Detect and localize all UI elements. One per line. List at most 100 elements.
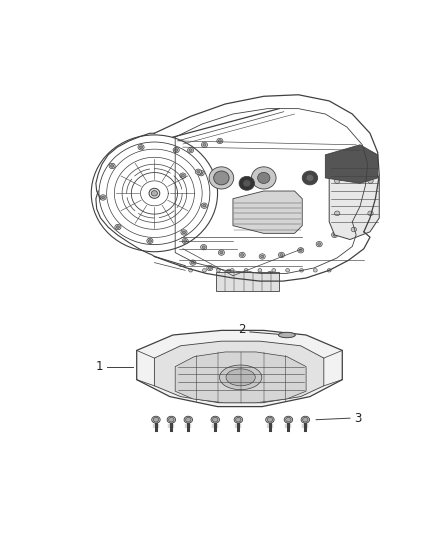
Ellipse shape [152, 416, 160, 423]
Ellipse shape [251, 167, 276, 189]
Ellipse shape [148, 239, 152, 242]
Ellipse shape [189, 269, 193, 272]
Polygon shape [155, 341, 324, 403]
Ellipse shape [234, 416, 243, 423]
Ellipse shape [236, 417, 241, 422]
Ellipse shape [280, 254, 283, 256]
Ellipse shape [187, 148, 194, 153]
Ellipse shape [181, 174, 184, 177]
Ellipse shape [300, 269, 304, 272]
Ellipse shape [217, 138, 223, 144]
Ellipse shape [140, 146, 143, 149]
Ellipse shape [286, 269, 290, 272]
Ellipse shape [219, 365, 262, 390]
Ellipse shape [248, 273, 251, 276]
Ellipse shape [368, 179, 373, 183]
Ellipse shape [202, 269, 206, 272]
Ellipse shape [240, 254, 244, 256]
Ellipse shape [228, 271, 231, 273]
Ellipse shape [306, 174, 314, 181]
Ellipse shape [209, 167, 234, 189]
Ellipse shape [201, 245, 207, 250]
Ellipse shape [267, 417, 272, 422]
Ellipse shape [301, 416, 310, 423]
Ellipse shape [115, 224, 121, 230]
Ellipse shape [211, 416, 219, 423]
Ellipse shape [318, 243, 321, 246]
Ellipse shape [279, 252, 285, 257]
Ellipse shape [167, 416, 176, 423]
Ellipse shape [218, 250, 225, 255]
Polygon shape [329, 155, 379, 239]
Ellipse shape [220, 251, 223, 254]
Ellipse shape [351, 227, 357, 232]
Ellipse shape [303, 417, 308, 422]
Ellipse shape [214, 171, 229, 185]
Ellipse shape [368, 211, 373, 216]
Ellipse shape [266, 416, 274, 423]
Ellipse shape [258, 172, 270, 183]
Ellipse shape [182, 238, 188, 244]
Ellipse shape [258, 269, 262, 272]
Ellipse shape [197, 171, 200, 173]
Ellipse shape [333, 233, 336, 236]
Polygon shape [216, 272, 279, 291]
Ellipse shape [239, 252, 245, 257]
Ellipse shape [189, 149, 192, 151]
Ellipse shape [173, 147, 179, 153]
Ellipse shape [184, 240, 187, 243]
Ellipse shape [268, 273, 272, 276]
Ellipse shape [201, 203, 207, 208]
Polygon shape [175, 352, 306, 403]
Ellipse shape [351, 163, 357, 167]
Polygon shape [325, 145, 378, 183]
Ellipse shape [195, 169, 201, 174]
Ellipse shape [327, 269, 331, 272]
Ellipse shape [226, 269, 232, 274]
Ellipse shape [109, 163, 115, 168]
Ellipse shape [149, 188, 160, 198]
Ellipse shape [202, 246, 205, 248]
Ellipse shape [191, 261, 194, 264]
Ellipse shape [259, 254, 265, 259]
Ellipse shape [335, 179, 340, 183]
Text: 1: 1 [96, 360, 103, 373]
Ellipse shape [203, 204, 206, 207]
Ellipse shape [218, 140, 221, 142]
Ellipse shape [298, 248, 304, 253]
Ellipse shape [316, 241, 322, 247]
Ellipse shape [261, 255, 264, 258]
Polygon shape [233, 191, 302, 233]
Ellipse shape [314, 269, 317, 272]
Ellipse shape [208, 266, 212, 269]
Ellipse shape [247, 271, 253, 277]
Ellipse shape [186, 417, 191, 422]
Ellipse shape [169, 417, 174, 422]
Ellipse shape [175, 149, 178, 151]
Ellipse shape [212, 417, 218, 422]
Ellipse shape [243, 180, 251, 187]
Ellipse shape [111, 165, 114, 167]
Ellipse shape [279, 332, 295, 338]
Ellipse shape [102, 196, 105, 199]
Ellipse shape [226, 369, 255, 386]
Ellipse shape [244, 269, 248, 272]
Ellipse shape [190, 260, 196, 265]
Ellipse shape [216, 269, 220, 272]
Ellipse shape [286, 417, 291, 422]
Ellipse shape [180, 173, 186, 179]
Ellipse shape [267, 271, 273, 277]
Ellipse shape [138, 144, 144, 150]
Ellipse shape [153, 417, 159, 422]
Ellipse shape [272, 269, 276, 272]
Ellipse shape [151, 191, 158, 196]
Ellipse shape [117, 226, 120, 229]
Ellipse shape [183, 231, 186, 234]
Ellipse shape [181, 230, 187, 235]
Ellipse shape [100, 195, 106, 200]
Ellipse shape [200, 172, 203, 174]
Ellipse shape [239, 176, 254, 190]
Ellipse shape [198, 171, 204, 176]
Ellipse shape [230, 269, 234, 272]
Polygon shape [137, 330, 342, 407]
